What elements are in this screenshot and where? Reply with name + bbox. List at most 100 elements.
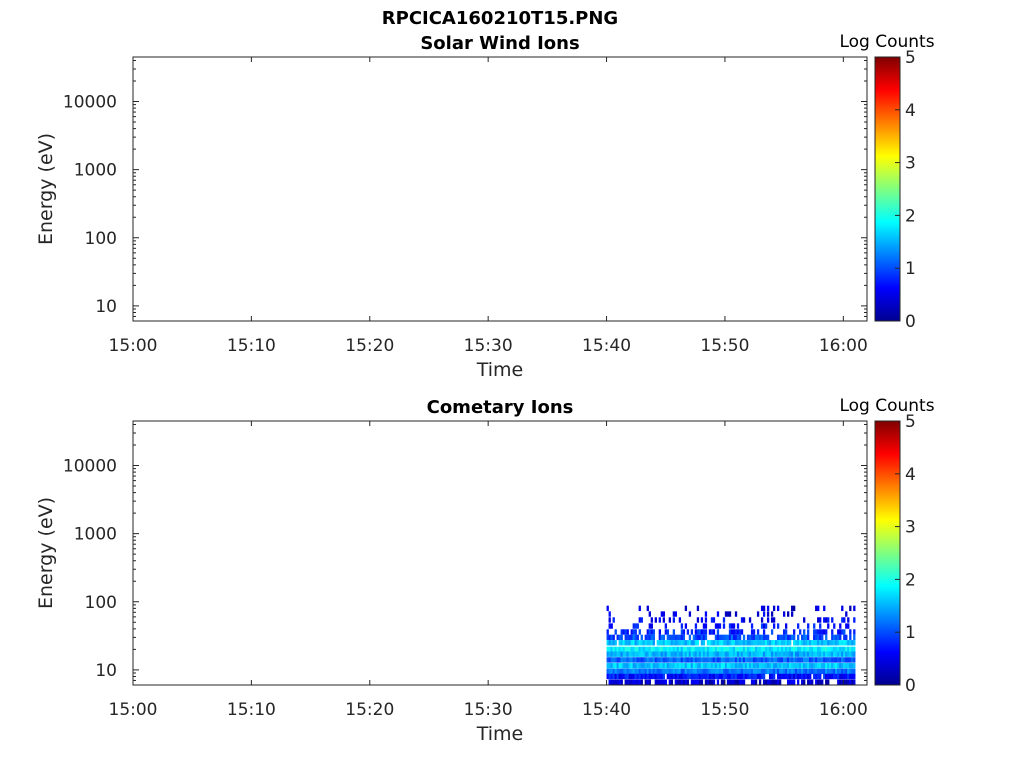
spectrogram-cell <box>710 629 714 635</box>
spectrogram-cell <box>772 679 776 685</box>
spectrogram-cell <box>630 668 633 675</box>
spectrogram-cell <box>632 663 635 669</box>
spectrogram-cell <box>825 646 828 653</box>
colorbar: 0 1 2 3 4 5 <box>874 412 916 696</box>
spectrogram-cell <box>788 634 792 641</box>
spectrogram-cell <box>799 668 802 675</box>
spectrogram-cell <box>670 668 674 675</box>
spectrogram-cell <box>606 646 609 653</box>
spectrogram-cell <box>610 663 613 669</box>
spectrogram-cell <box>704 651 708 657</box>
spectrogram-cell <box>688 673 692 680</box>
spectrogram-cell <box>706 668 710 675</box>
spectrogram-cell <box>736 668 740 675</box>
spectrogram-cell <box>612 646 615 653</box>
spectrogram-cell <box>750 646 754 653</box>
spectrogram-cell <box>728 629 732 635</box>
spectrogram-cell <box>819 629 822 635</box>
spectrogram-cell <box>634 679 637 685</box>
spectrogram-cell <box>692 646 696 653</box>
spectrogram-cell <box>612 657 615 663</box>
spectrogram-cell <box>799 629 802 635</box>
spectrogram-cell <box>748 634 752 641</box>
spectrogram-cell <box>829 640 832 646</box>
spectrogram-cell <box>845 646 848 653</box>
spectrogram-cell <box>650 640 653 646</box>
spectrogram-cell <box>845 663 848 669</box>
spectrogram-cell <box>686 640 690 646</box>
spectrogram-cell <box>664 657 667 663</box>
spectrogram-cell <box>764 640 768 646</box>
spectrogram-cell <box>827 668 830 675</box>
spectrogram-cell <box>772 617 776 623</box>
spectrogram-cell <box>690 646 694 653</box>
spectrogram-cell <box>750 651 754 657</box>
spectrogram-cell <box>764 623 768 629</box>
colorbar-label: Log Counts <box>839 32 934 52</box>
spectrogram-cell <box>624 651 627 657</box>
spectrogram-cell <box>630 657 633 663</box>
spectrogram-cell <box>712 657 716 663</box>
spectrogram-cell <box>811 679 814 685</box>
spectrogram-cell <box>716 668 720 675</box>
spectrogram-cell <box>626 663 629 669</box>
spectrogram-cell <box>642 646 645 653</box>
spectrogram-cell <box>813 673 816 680</box>
spectrogram-cell <box>652 663 655 669</box>
spectrogram-cell <box>616 634 619 641</box>
spectrogram-cell <box>809 673 812 680</box>
spectrogram-cell <box>670 673 674 680</box>
spectrogram-cell <box>835 657 838 663</box>
spectrogram-cell <box>841 663 844 669</box>
spectrogram-cell <box>819 623 822 629</box>
spectrogram-cell <box>708 640 712 646</box>
spectrogram-cell <box>638 668 641 675</box>
spectrogram-cell <box>718 640 722 646</box>
spectrogram-cell <box>632 673 635 680</box>
spectrogram-cell <box>622 673 625 680</box>
spectrogram-cell <box>666 634 670 641</box>
spectrogram-cell <box>839 634 842 641</box>
spectrogram-cell <box>712 679 716 685</box>
spectrogram-cell <box>654 657 657 663</box>
spectrogram-cell <box>851 668 854 675</box>
y-axis-label: Energy (eV) <box>35 133 57 245</box>
spectrogram-cell <box>724 663 728 669</box>
spectrogram-cell <box>764 646 768 653</box>
spectrogram-cell <box>670 640 674 646</box>
spectrogram-cell <box>839 640 842 646</box>
spectrogram-cell <box>791 657 794 663</box>
spectrogram-cell <box>776 668 780 675</box>
spectrogram-cell <box>758 668 762 675</box>
spectrogram-cell <box>849 668 852 675</box>
spectrogram-cell <box>833 623 836 629</box>
spectrogram-cell <box>732 629 736 635</box>
spectrogram-cell <box>616 646 619 653</box>
spectrogram-cell <box>684 651 688 657</box>
spectrogram-cell <box>676 651 680 657</box>
spectrogram-cell <box>791 668 794 675</box>
spectrogram-cell <box>793 640 796 646</box>
spectrogram-cell <box>795 673 798 680</box>
spectrogram-cell <box>706 657 710 663</box>
spectrogram-cell <box>632 651 635 657</box>
spectrogram-cell <box>646 629 649 635</box>
spectrogram-cell <box>750 629 754 635</box>
spectrogram-cell <box>716 663 720 669</box>
spectrogram-cell <box>750 663 754 669</box>
spectrogram-cell <box>853 640 856 646</box>
spectrogram-cell <box>704 668 708 675</box>
spectrogram-cell <box>853 617 856 623</box>
spectrogram-cell <box>829 663 832 669</box>
spectrogram-cell <box>784 646 788 653</box>
spectrogram-cell <box>694 623 698 629</box>
spectrogram-cell <box>698 646 702 653</box>
spectrogram-cell <box>817 673 820 680</box>
spectrogram-cell <box>730 629 734 635</box>
spectrogram-cell <box>614 640 617 646</box>
spectrogram-cell <box>752 679 756 685</box>
spectrogram-cell <box>718 623 722 629</box>
spectrogram-cell <box>738 651 742 657</box>
spectrogram-cell <box>654 646 657 653</box>
colorbar: 0 1 2 3 4 5 <box>874 48 916 332</box>
